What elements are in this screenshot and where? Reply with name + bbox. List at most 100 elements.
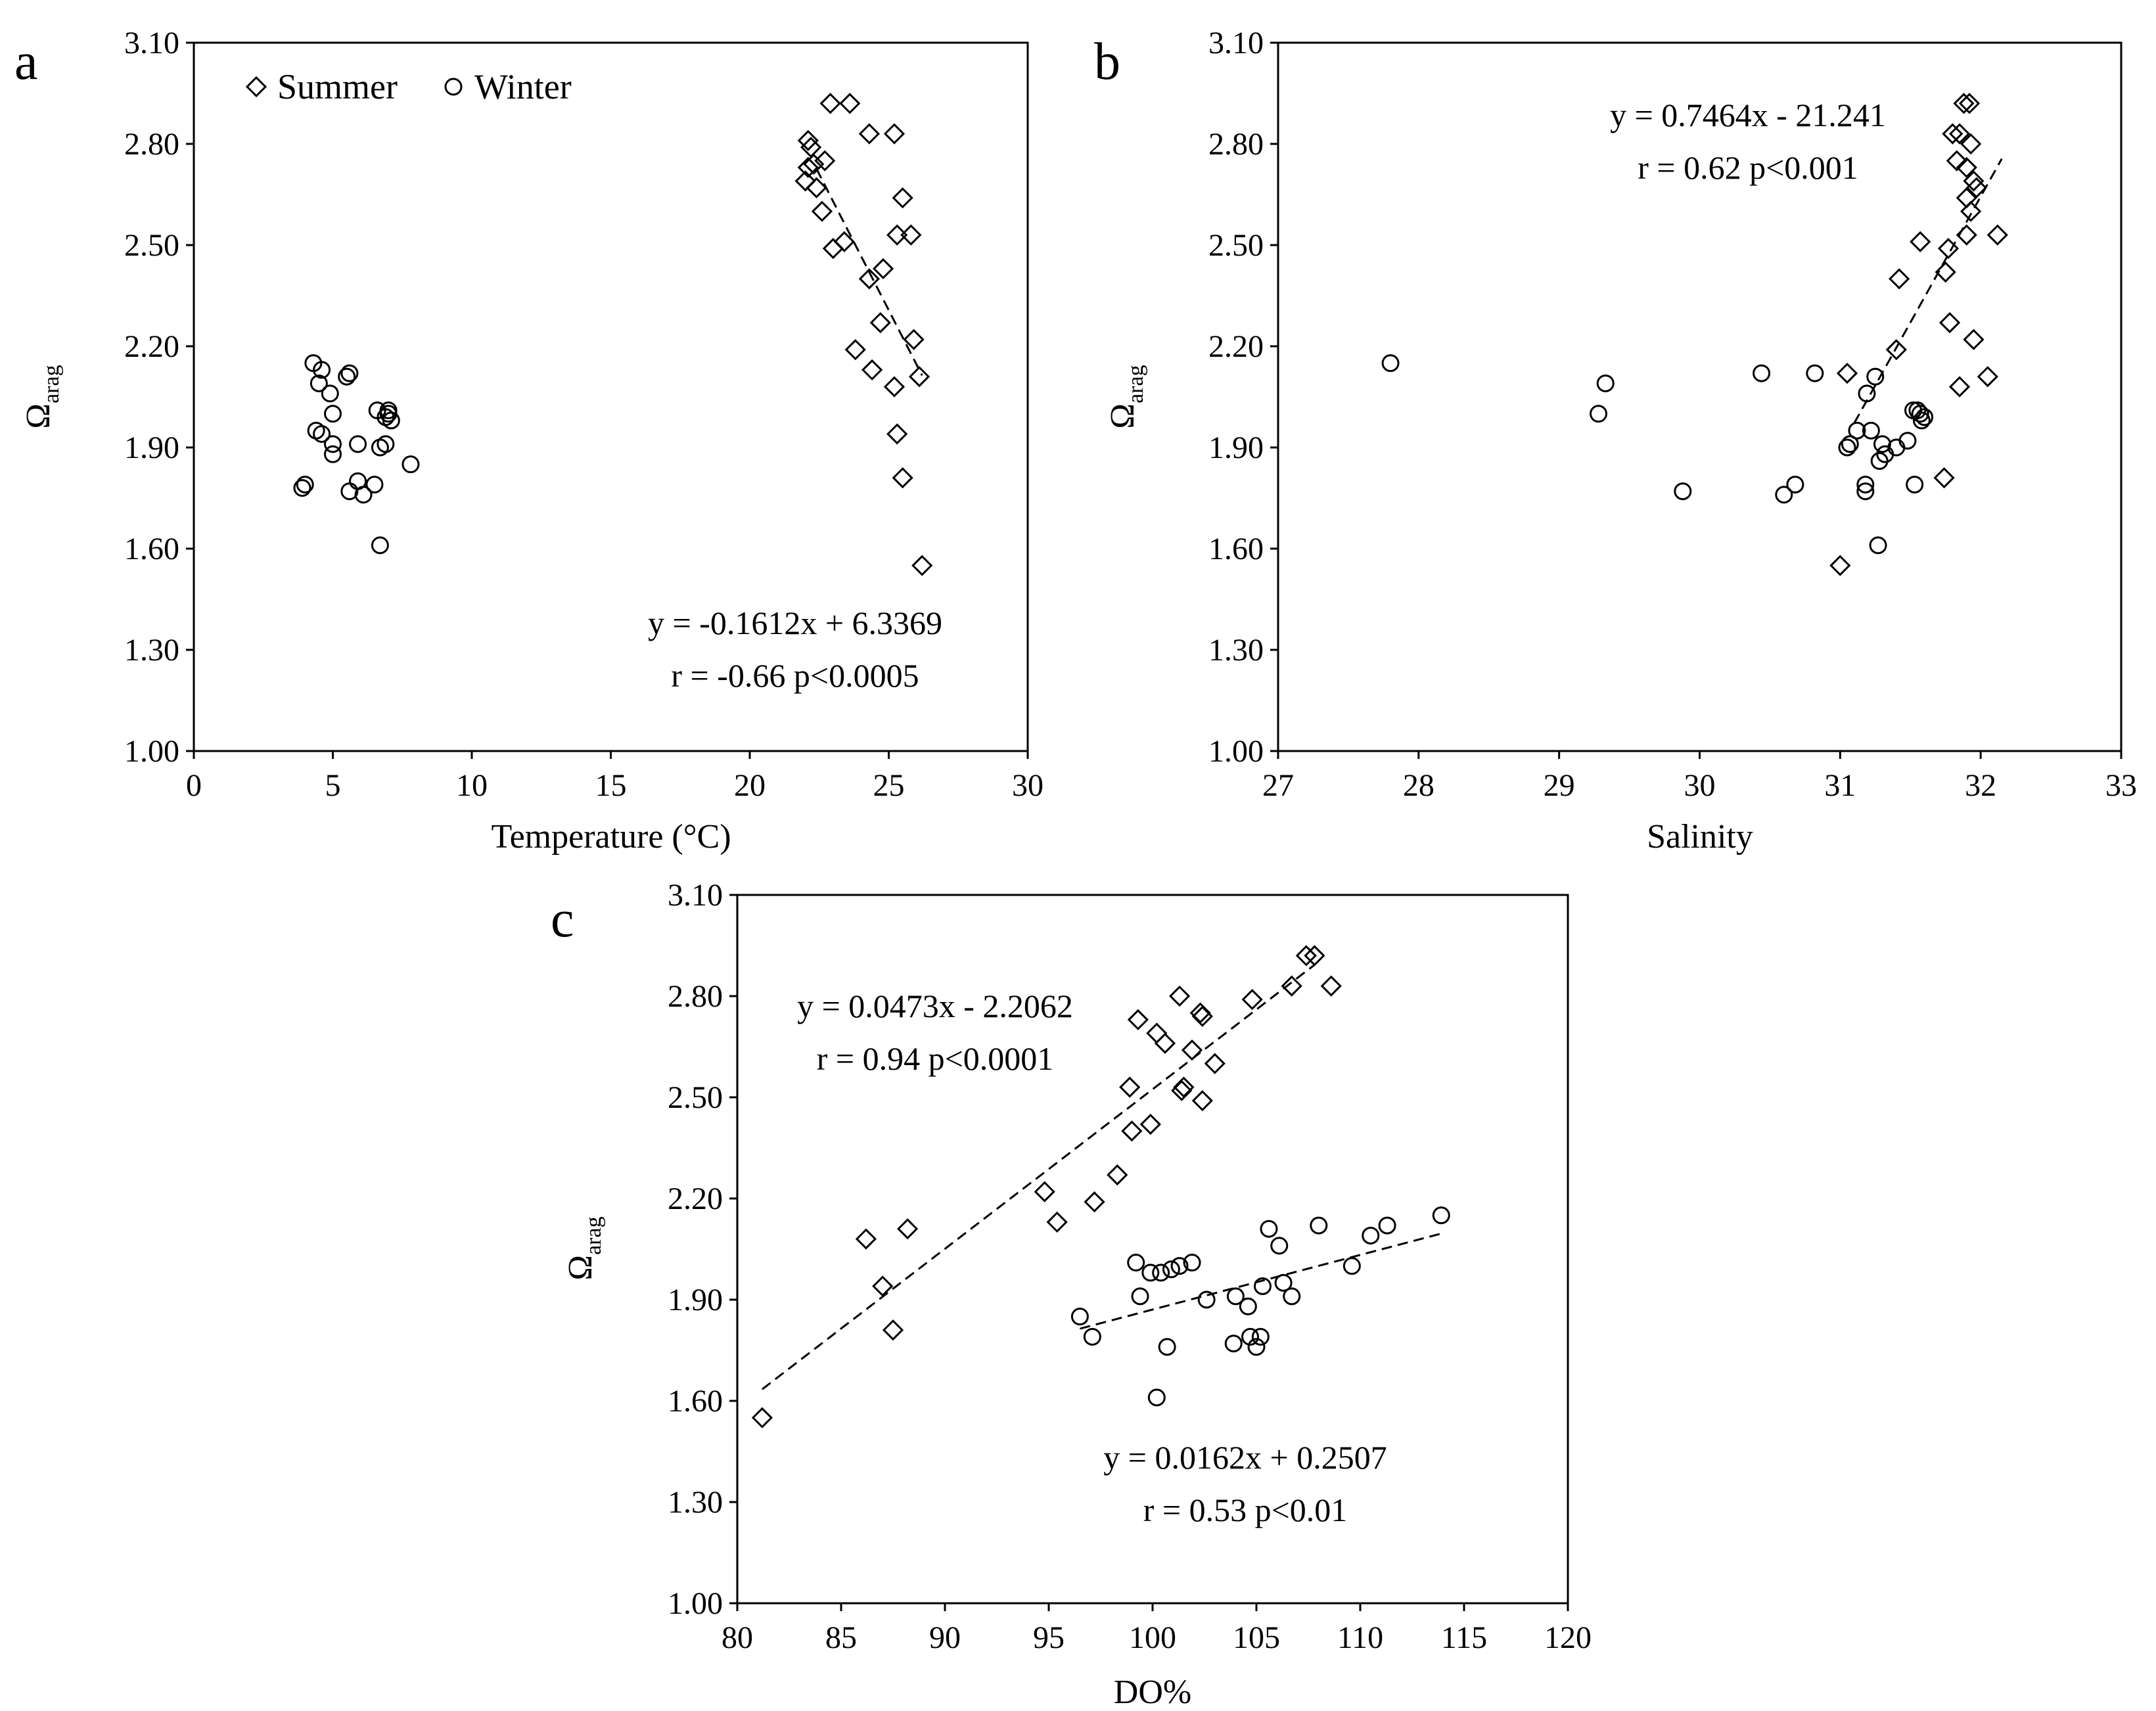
series-winter: [293, 354, 420, 555]
data-point-summer: [900, 224, 922, 246]
y-axis-label-subscript: arag: [582, 1216, 606, 1255]
y-tick-label: 2.50: [1208, 228, 1264, 263]
data-point-winter: [1241, 1327, 1260, 1346]
data-point-summer: [1939, 311, 1961, 334]
data-point-winter: [1775, 486, 1793, 504]
data-point-winter: [313, 361, 331, 379]
y-tick-label: 1.30: [1208, 633, 1264, 668]
legend-label: Summer: [277, 67, 398, 106]
data-point-summer: [892, 467, 913, 489]
y-tick-label: 2.50: [668, 1080, 723, 1115]
data-point-summer: [903, 329, 925, 350]
panel-letter: b: [1094, 33, 1120, 91]
panel-b: 1.00 1.30 1.60 1.90 2.20 2.50 2.80 3.10 27 28 29 30…: [1094, 26, 2137, 856]
y-tick-label: 2.20: [124, 329, 179, 364]
data-point-winter: [365, 475, 384, 493]
trendline-winter: [1080, 1232, 1444, 1330]
series-summer: [1829, 93, 2008, 576]
x-axis-label: Salinity: [1647, 818, 1753, 856]
data-point-winter: [1841, 435, 1859, 453]
data-point-summer: [1320, 975, 1342, 997]
data-point-summer: [886, 423, 908, 445]
data-point-summer: [1910, 231, 1931, 252]
data-point-winter: [1283, 1287, 1301, 1306]
series-winter: [1070, 1206, 1450, 1407]
panel-c: 1.00 1.30 1.60 1.90 2.20 2.50 2.80 3.10 80 85 90 95…: [551, 878, 1592, 1711]
data-point-summer: [1963, 329, 1984, 350]
data-point-winter: [1162, 1260, 1180, 1279]
data-point-summer: [1304, 945, 1325, 967]
data-point-winter: [1251, 1327, 1270, 1346]
data-point-summer: [883, 123, 906, 145]
data-point-summer: [855, 1228, 877, 1250]
data-point-winter: [1786, 475, 1804, 493]
data-point-winter: [354, 486, 373, 504]
x-tick-label: 120: [1544, 1620, 1592, 1655]
data-point-winter: [340, 364, 359, 382]
y-tick-label: 2.20: [668, 1181, 723, 1216]
data-point-summer: [1154, 1032, 1176, 1054]
x-tick-label: 28: [1403, 768, 1434, 803]
data-point-winter: [1856, 475, 1875, 493]
data-point-winter: [324, 405, 342, 423]
data-point-summer: [858, 268, 881, 290]
y-tick-label: 1.30: [124, 633, 179, 668]
data-point-winter: [324, 435, 342, 453]
y-tick-label: 2.80: [668, 979, 723, 1014]
legend-marker-circle: [444, 78, 463, 96]
data-point-winter: [1158, 1338, 1176, 1356]
data-point-winter: [371, 536, 389, 555]
plot-frame: [193, 41, 1029, 752]
data-point-winter: [1378, 1216, 1396, 1235]
data-point-winter: [1806, 364, 1824, 382]
data-point-summer: [1127, 1009, 1149, 1031]
data-point-summer: [1946, 150, 1967, 171]
data-point-winter: [321, 384, 339, 403]
data-point-summer: [1953, 93, 1975, 114]
data-point-winter: [1270, 1237, 1289, 1255]
data-point-summer: [1034, 1181, 1055, 1202]
trendline-summer: [762, 964, 1316, 1390]
x-tick-label: 27: [1262, 768, 1294, 803]
data-point-winter: [1183, 1254, 1201, 1272]
data-point-winter: [1147, 1388, 1166, 1407]
y-tick-label: 1.60: [668, 1384, 723, 1419]
data-point-summer: [1121, 1120, 1143, 1142]
data-point-winter: [1753, 364, 1771, 382]
data-point-summer: [1885, 339, 1907, 361]
y-axis-label: Ωarag: [562, 1216, 606, 1280]
data-point-winter: [1381, 354, 1400, 373]
data-point-summer: [861, 359, 883, 381]
x-axis-label: DO%: [1114, 1674, 1191, 1711]
regression-annotation: y = 0.0473x - 2.2062: [797, 988, 1073, 1024]
data-point-summer: [1295, 945, 1317, 967]
data-point-summer: [1191, 1090, 1213, 1112]
data-point-winter: [1170, 1257, 1189, 1275]
data-point-winter: [1898, 432, 1917, 450]
data-point-summer: [1889, 268, 1910, 290]
data-point-winter: [401, 455, 420, 474]
legend-marker-diamond: [245, 76, 267, 98]
data-point-summer: [886, 224, 908, 246]
data-point-summer: [872, 258, 894, 280]
y-tick-label: 2.20: [1208, 329, 1264, 364]
data-point-summer: [797, 129, 819, 151]
data-point-summer: [892, 187, 913, 209]
x-tick-label: 90: [929, 1620, 961, 1655]
data-point-summer: [1836, 362, 1858, 384]
data-point-summer: [908, 366, 930, 388]
y-tick-label: 1.60: [124, 532, 179, 566]
x-tick-label: 5: [325, 768, 341, 803]
data-point-summer: [1986, 224, 2008, 246]
data-point-winter: [1342, 1257, 1361, 1275]
data-point-winter: [1274, 1273, 1293, 1292]
data-point-summer: [1935, 261, 1956, 283]
data-point-summer: [1933, 467, 1955, 489]
regression-annotation: y = -0.1612x + 6.3369: [648, 605, 942, 641]
data-point-summer: [1191, 1005, 1213, 1027]
data-point-summer: [1189, 1002, 1211, 1024]
data-point-summer: [1977, 366, 1998, 388]
x-tick-label: 29: [1544, 768, 1575, 803]
x-tick-label: 31: [1824, 768, 1856, 803]
data-point-winter: [382, 411, 400, 430]
